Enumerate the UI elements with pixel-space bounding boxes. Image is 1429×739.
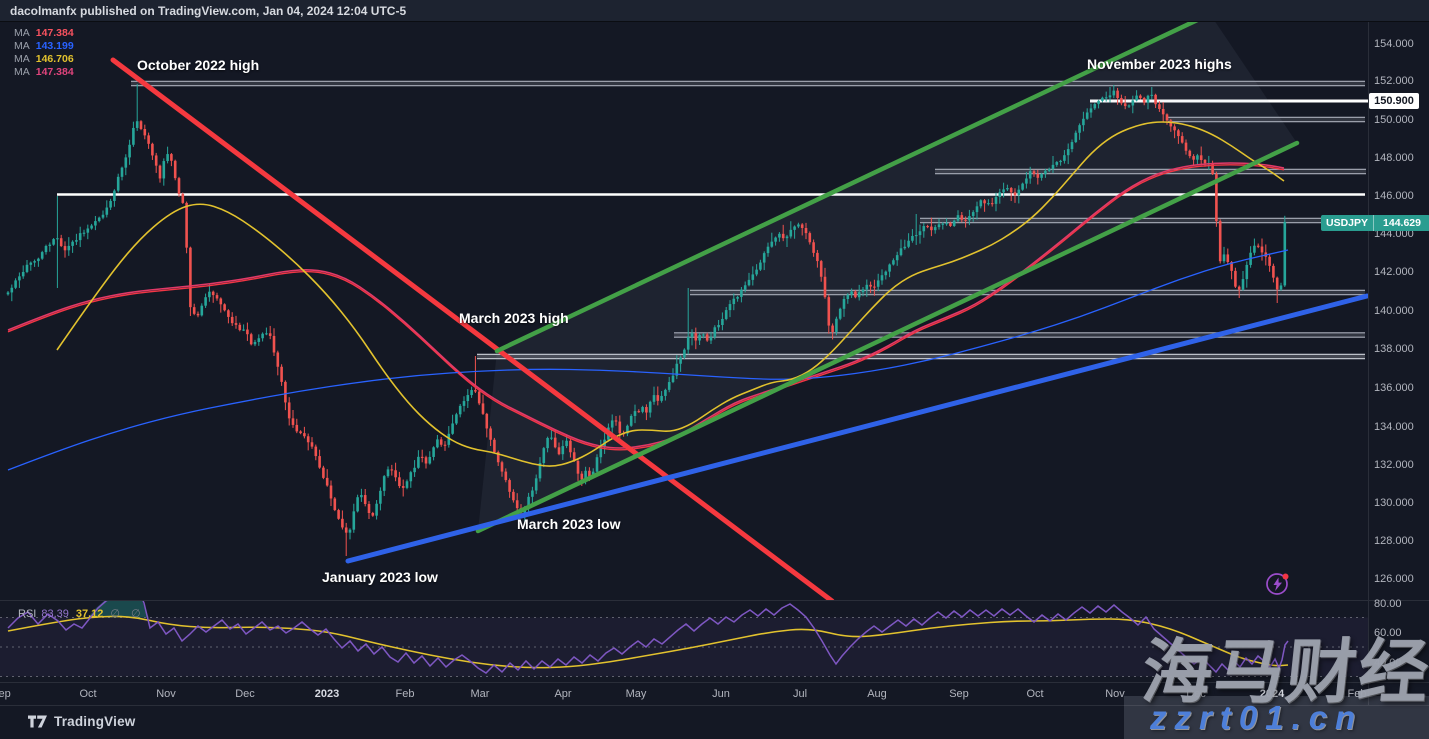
- price-pane[interactable]: [6, 14, 1368, 601]
- svg-text:60.00: 60.00: [1374, 627, 1402, 639]
- ma-legend[interactable]: MA 147.384 MA 143.199 MA 146.706 MA 147.384: [14, 27, 74, 79]
- svg-text:Dec: Dec: [1186, 688, 1206, 700]
- rsi-label: RSI: [18, 608, 37, 620]
- svg-text:126.000: 126.000: [1374, 573, 1414, 585]
- svg-text:80.00: 80.00: [1374, 598, 1402, 610]
- svg-text:Jun: Jun: [712, 688, 730, 700]
- watermark-band: [1124, 696, 1429, 739]
- svg-text:Aug: Aug: [867, 688, 887, 700]
- rsi-ma-value: 37.12: [75, 608, 104, 620]
- svg-text:136.000: 136.000: [1374, 382, 1414, 394]
- publish-note: dacolmanfx published on TradingView.com,…: [10, 4, 407, 18]
- svg-text:128.000: 128.000: [1374, 535, 1414, 547]
- level-lines[interactable]: [57, 80, 1418, 360]
- svg-text:132.000: 132.000: [1374, 459, 1414, 471]
- last-price-badge: USDJPY 144.629: [1321, 215, 1429, 231]
- svg-text:146.000: 146.000: [1374, 190, 1414, 202]
- svg-text:142.000: 142.000: [1374, 266, 1414, 278]
- pane-separators: [0, 22, 1429, 706]
- svg-text:130.000: 130.000: [1374, 497, 1414, 509]
- last-price-value: 144.629: [1374, 215, 1429, 231]
- footer-bar: TradingView: [28, 710, 135, 732]
- svg-text:Mar: Mar: [471, 688, 490, 700]
- ma-legend-value: 147.384: [35, 66, 74, 78]
- candlestick-series: [6, 84, 1287, 556]
- time-axis[interactable]: Sep Oct Nov Dec 2023 Feb Mar Apr May Jun Jul Aug Sep…: [0, 688, 1366, 700]
- header-bar: dacolmanfx published on TradingView.com,…: [0, 0, 1429, 22]
- svg-text:148.000: 148.000: [1374, 152, 1414, 164]
- ma-legend-label: MA: [14, 40, 30, 52]
- chart-annotation[interactable]: November 2023 highs: [1087, 56, 1232, 72]
- svg-text:Nov: Nov: [156, 688, 176, 700]
- chart-annotation[interactable]: March 2023 low: [517, 516, 621, 532]
- svg-text:2023: 2023: [315, 688, 339, 700]
- chart-annotation[interactable]: October 2022 high: [137, 57, 260, 73]
- ma-blue-line: [7, 249, 1289, 471]
- ma-legend-value: 143.199: [35, 40, 74, 52]
- price-level-value: 150.900: [1374, 95, 1414, 107]
- svg-text:Sep: Sep: [949, 688, 969, 700]
- tradingview-brand[interactable]: TradingView: [54, 713, 136, 729]
- green-channel-upper[interactable]: [494, 14, 1210, 354]
- svg-text:150.000: 150.000: [1374, 114, 1414, 126]
- ma-legend-value: 146.706: [35, 53, 74, 65]
- rsi-value: 83.39: [41, 608, 69, 620]
- rsi-line: [7, 601, 1289, 674]
- svg-text:2024: 2024: [1260, 688, 1285, 700]
- svg-text:Sep: Sep: [0, 688, 11, 700]
- tradingview-logo-icon[interactable]: [28, 714, 47, 729]
- green-channel-lower[interactable]: [475, 140, 1300, 534]
- ma-legend-row[interactable]: MA 147.384: [14, 27, 74, 40]
- svg-text:Jul: Jul: [793, 688, 807, 700]
- svg-text:Oct: Oct: [1026, 688, 1043, 700]
- ma-legend-row[interactable]: MA 143.199: [14, 40, 74, 53]
- svg-text:Oct: Oct: [79, 688, 96, 700]
- svg-text:May: May: [626, 688, 647, 700]
- ma-legend-row[interactable]: MA 146.706: [14, 53, 74, 66]
- price-axis[interactable]: 154.000 152.000 150.000 148.000 146.000 144.0…: [1374, 38, 1414, 669]
- svg-text:Dec: Dec: [235, 688, 255, 700]
- blue-uptrend-from-jan-2023[interactable]: [345, 293, 1368, 564]
- svg-text:Apr: Apr: [554, 688, 571, 700]
- ma-legend-label: MA: [14, 66, 30, 78]
- svg-text:134.000: 134.000: [1374, 421, 1414, 433]
- chart-annotation[interactable]: March 2023 high: [459, 310, 569, 326]
- flash-alert-icon[interactable]: [1264, 570, 1292, 598]
- svg-text:Feb: Feb: [396, 688, 415, 700]
- symbol-label: USDJPY: [1321, 215, 1375, 231]
- svg-text:Nov: Nov: [1105, 688, 1125, 700]
- ma-yellow-line: [56, 121, 1285, 467]
- rsi-pane[interactable]: [0, 589, 1368, 677]
- svg-text:138.000: 138.000: [1374, 343, 1414, 355]
- chart-annotation[interactable]: January 2023 low: [322, 569, 438, 585]
- watermark-url: zzrt01.cn: [1150, 699, 1364, 736]
- svg-text:140.000: 140.000: [1374, 305, 1414, 317]
- svg-text:144.000: 144.000: [1374, 228, 1414, 240]
- ma-legend-row[interactable]: MA 147.384: [14, 66, 74, 79]
- rsi-empty-values: ∅ ∅: [110, 608, 145, 620]
- ma-legend-label: MA: [14, 27, 30, 39]
- svg-text:Feb: Feb: [1348, 688, 1367, 700]
- ma-legend-value: 147.384: [35, 27, 74, 39]
- price-level-badge: 150.900: [1369, 93, 1419, 109]
- svg-text:154.000: 154.000: [1374, 38, 1414, 50]
- svg-text:40.00: 40.00: [1374, 657, 1402, 669]
- rsi-legend[interactable]: RSI 83.39 37.12 ∅ ∅: [18, 607, 145, 620]
- ma-legend-label: MA: [14, 53, 30, 65]
- svg-text:152.000: 152.000: [1374, 75, 1414, 87]
- red-downtrend-from-oct-2022[interactable]: [110, 57, 835, 601]
